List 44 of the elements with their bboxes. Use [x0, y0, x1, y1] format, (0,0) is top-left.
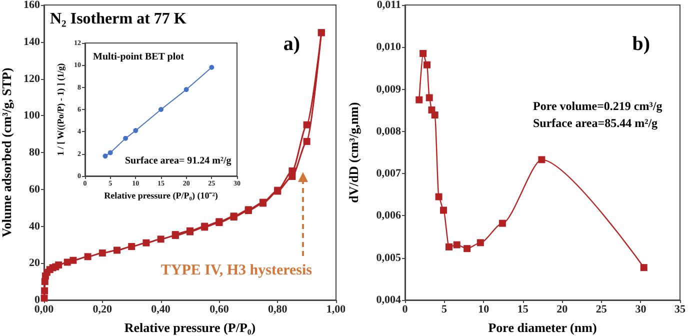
x-tick-label: 15: [517, 304, 529, 316]
annotation: Surface area= 91.24 m²/g: [125, 156, 232, 166]
y-tick-label: 0: [34, 294, 40, 306]
y-tick-label: 160: [24, 0, 40, 11]
annotation: a): [283, 33, 300, 55]
y-axis-title: dV/dD (cm³/g,nm): [346, 102, 361, 203]
y-tick-label: 0,006: [376, 210, 402, 222]
x-tick-label: 1,00: [326, 304, 346, 316]
annotation: TYPE IV, H3 hysteresis: [160, 262, 312, 278]
y-tick-label: 0,008: [376, 125, 402, 138]
y-tick-label: 80: [29, 146, 40, 158]
y-tick-label: 0,004: [376, 294, 402, 306]
x-tick-label: 0,00: [34, 304, 54, 316]
x-tick-label: 25: [596, 304, 608, 316]
y-tick-label: 100: [24, 110, 40, 122]
x-tick-label: 35: [674, 304, 686, 316]
y-tick-label: 140: [24, 36, 40, 48]
y-tick-label: 0,009: [376, 83, 402, 96]
y-tick-label: 0,005: [376, 252, 402, 264]
y-tick-label: 20: [29, 257, 40, 270]
y-tick-label: 60: [29, 183, 40, 196]
y-tick-label: 0,011: [376, 0, 401, 11]
y-tick-label: 0,007: [376, 168, 402, 180]
y-axis-title: 1 / [ W((Po/P) - 1) ] (1/g): [56, 63, 66, 156]
text: Multi-point BET plot: [93, 52, 185, 62]
y-tick-label: 120: [24, 72, 40, 85]
x-tick-label: 0,40: [151, 304, 171, 316]
x-axis-title: Pore diameter (nm): [488, 320, 597, 335]
x-tick-label: 30: [635, 304, 647, 316]
x-tick-label: 0,80: [268, 304, 288, 316]
annotation: b): [632, 33, 650, 55]
x-tick-label: 0,20: [92, 304, 113, 316]
x-tick-label: 10: [478, 304, 490, 316]
x-tick-label: 20: [556, 304, 568, 316]
y-tick-label: 40: [29, 220, 40, 232]
y-axis-title: Volume adsorbed (cm³/g, STP): [0, 68, 14, 238]
y-tick-label: 0,010: [376, 41, 402, 54]
x-axis-title: Relative pressure (P/P₀) (10⁻²): [104, 190, 218, 200]
x-tick-label: 0,60: [210, 304, 230, 316]
annotation: Pore volume=0.219 cm³/g: [533, 99, 662, 113]
x-axis-title: Relative pressure (P/P₀): [124, 320, 256, 335]
chart-title: N₂ Isotherm at 77 K: [50, 10, 187, 28]
annotation: Surface area=85.44 m²/g: [533, 116, 658, 130]
x-tick-label: 5: [442, 304, 448, 316]
